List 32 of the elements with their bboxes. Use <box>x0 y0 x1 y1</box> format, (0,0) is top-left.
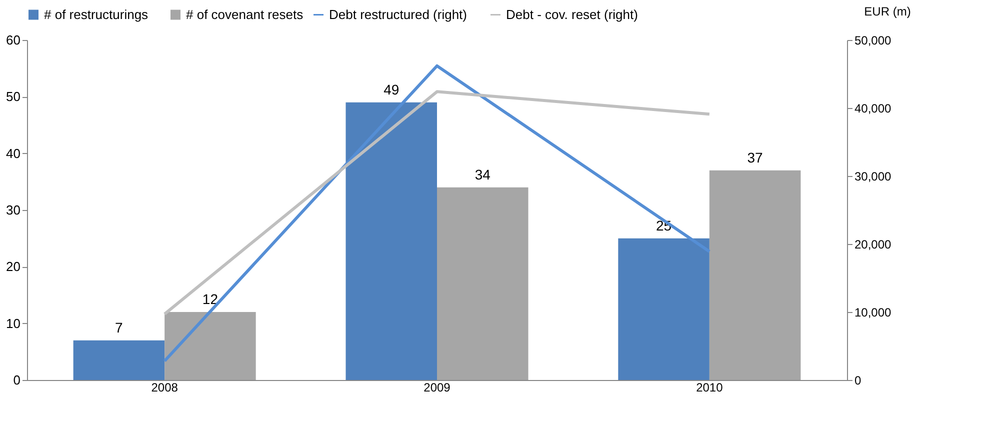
data-label: 49 <box>384 81 400 98</box>
y2-tick-label: 10,000 <box>854 306 892 320</box>
data-label: 34 <box>474 166 491 182</box>
y2-axis-title: EUR (m) <box>864 4 911 18</box>
x-tick-label: 2010 <box>696 380 724 394</box>
data-label: 7 <box>115 319 124 336</box>
x-tick-label: 2009 <box>424 380 451 394</box>
y-tick-label: 10 <box>6 316 20 331</box>
bar <box>437 187 528 380</box>
y-tick-label: 60 <box>6 32 20 48</box>
data-label: 12 <box>202 291 218 307</box>
bar <box>73 340 165 380</box>
y2-tick-label: 30,000 <box>854 170 892 184</box>
y-tick-label: 0 <box>13 372 20 388</box>
bar <box>618 238 710 380</box>
legend-label: # of covenant resets <box>186 6 304 22</box>
y-tick-label: 40 <box>6 146 20 161</box>
y-tick-label: 50 <box>6 89 20 104</box>
bar <box>709 170 801 380</box>
legend-label: Debt restructured (right) <box>329 6 467 22</box>
x-tick-label: 2008 <box>151 380 178 394</box>
bar <box>164 312 256 380</box>
legend-label: # of restructurings <box>44 6 149 22</box>
y2-tick-label: 20,000 <box>854 238 892 252</box>
y2-tick-label: 0 <box>854 374 862 388</box>
legend-label: Debt - cov. reset (right) <box>506 6 638 22</box>
y-tick-label: 30 <box>6 202 20 218</box>
y2-tick-label: 50,000 <box>854 34 892 48</box>
data-label: 37 <box>747 149 764 166</box>
y2-tick-label: 40,000 <box>854 102 892 116</box>
y-tick-label: 20 <box>6 259 20 274</box>
bar <box>346 102 437 380</box>
